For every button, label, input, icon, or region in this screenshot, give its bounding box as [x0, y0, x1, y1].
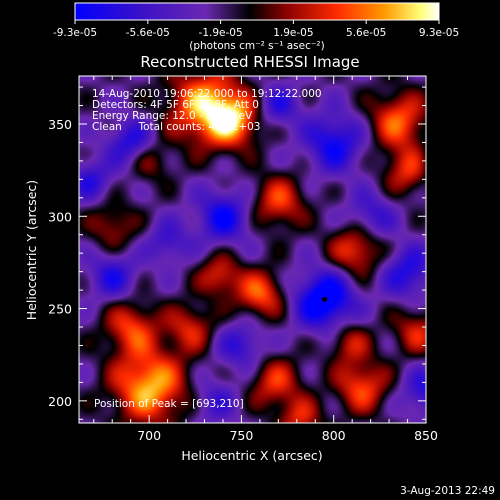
colorbar-tick-label: 9.3e-05	[419, 27, 459, 39]
info-annotation: 14-Aug-2010 19:06:22.000 to 19:12:22.000…	[92, 88, 322, 410]
plot-area: 700 750 800 850 200 250 300 350	[48, 75, 438, 443]
chart-title: Reconstructed RHESSI Image	[140, 53, 359, 71]
timestamp: 3-Aug-2013 22:49	[400, 485, 495, 497]
x-tick-label: 800	[322, 428, 346, 443]
info-time-range: 14-Aug-2010 19:06:22.000 to 19:12:22.000	[92, 88, 322, 100]
info-peak-position: Position of Peak = [693,210]	[94, 398, 244, 410]
x-axis-label: Heliocentric X (arcsec)	[181, 448, 322, 463]
y-axis-label: Heliocentric Y (arcsec)	[24, 180, 39, 320]
heatmap-image	[79, 76, 426, 423]
colorbar: -9.3e-05 -5.6e-05 -1.9e-05 1.9e-05 5.6e-05 9.…	[53, 2, 459, 52]
colorbar-gradient	[74, 2, 440, 21]
axis-ticks: 700 750 800 850 200 250 300 350	[48, 76, 438, 443]
colorbar-unit-label: (photons cm⁻² s⁻¹ asec⁻²)	[189, 40, 324, 52]
x-tick-label: 700	[137, 428, 161, 443]
info-energy-range: Energy Range: 12.0 - 25.0 keV	[92, 110, 253, 122]
x-tick-label: 750	[229, 428, 253, 443]
colorbar-tick-label: -5.6e-05	[126, 27, 170, 39]
info-detectors: Detectors: 4F 5F 6F 7F 8F, Att 0	[92, 99, 259, 111]
x-tick-label: 850	[414, 428, 438, 443]
colorbar-tick-label: -9.3e-05	[53, 27, 97, 39]
colorbar-tick-label: -1.9e-05	[199, 27, 243, 39]
colorbar-tick-label: 5.6e-05	[346, 27, 386, 39]
y-tick-label: 200	[48, 394, 72, 409]
colorbar-tick-label: 1.9e-05	[273, 27, 313, 39]
colorbar-ticks: -9.3e-05 -5.6e-05 -1.9e-05 1.9e-05 5.6e-05 9.…	[53, 20, 459, 39]
info-clean-counts: Clean Total counts: 4.19E+03	[92, 121, 261, 133]
plot-frame	[78, 75, 427, 424]
peak-marker	[321, 296, 327, 302]
y-tick-label: 350	[48, 117, 72, 132]
y-tick-label: 250	[48, 302, 72, 317]
y-tick-label: 300	[48, 209, 72, 224]
